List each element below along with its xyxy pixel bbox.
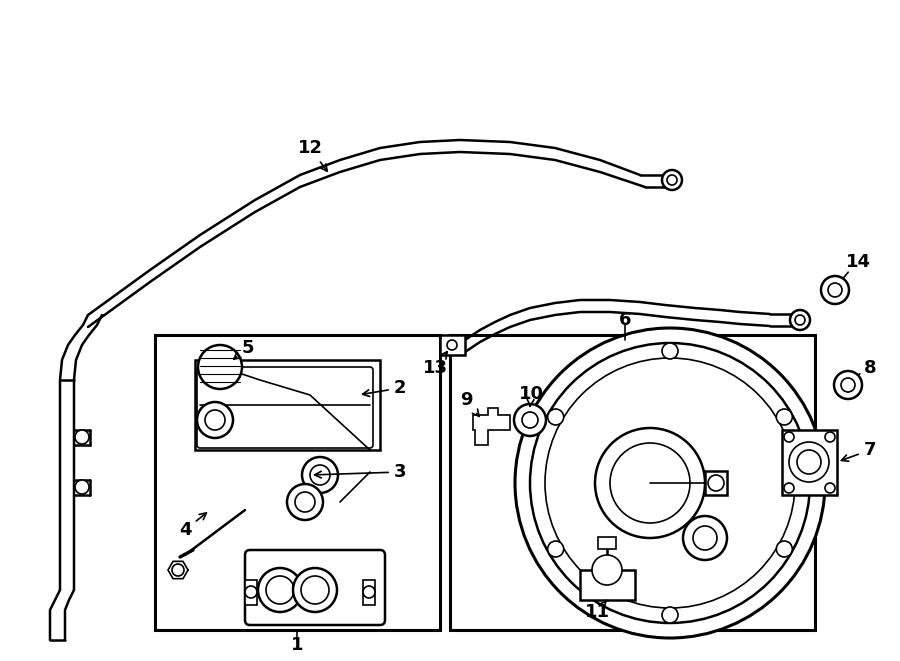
Circle shape <box>595 428 705 538</box>
Circle shape <box>828 283 842 297</box>
Circle shape <box>172 564 184 576</box>
Text: 13: 13 <box>422 352 447 377</box>
Circle shape <box>841 378 855 392</box>
Text: 3: 3 <box>315 463 406 481</box>
Circle shape <box>795 315 805 325</box>
Bar <box>195 360 380 450</box>
Circle shape <box>302 457 338 493</box>
Circle shape <box>515 328 825 638</box>
Circle shape <box>548 541 563 557</box>
Circle shape <box>790 310 810 330</box>
Circle shape <box>295 492 315 512</box>
Circle shape <box>75 430 89 444</box>
FancyBboxPatch shape <box>197 367 373 448</box>
Bar <box>598 537 616 549</box>
Circle shape <box>797 450 821 474</box>
Circle shape <box>784 432 794 442</box>
Circle shape <box>610 443 690 523</box>
Text: 11: 11 <box>584 600 609 621</box>
Text: 2: 2 <box>363 379 406 397</box>
Text: 8: 8 <box>864 359 877 377</box>
Text: 1: 1 <box>291 636 303 654</box>
Text: 4: 4 <box>179 513 206 539</box>
Circle shape <box>258 568 302 612</box>
Text: 7: 7 <box>842 441 877 461</box>
Circle shape <box>245 586 257 598</box>
Circle shape <box>825 483 835 493</box>
Bar <box>440 335 465 355</box>
Circle shape <box>205 410 225 430</box>
Circle shape <box>667 175 677 185</box>
Circle shape <box>545 358 795 608</box>
Text: 10: 10 <box>518 385 544 407</box>
Circle shape <box>530 343 810 623</box>
Bar <box>245 580 257 605</box>
Circle shape <box>522 412 538 428</box>
Bar <box>782 430 837 495</box>
Circle shape <box>301 576 329 604</box>
Circle shape <box>662 170 682 190</box>
Circle shape <box>293 568 337 612</box>
Circle shape <box>777 541 792 557</box>
Bar <box>155 335 440 630</box>
Circle shape <box>197 402 233 438</box>
Circle shape <box>198 345 242 389</box>
Bar <box>363 580 375 605</box>
FancyBboxPatch shape <box>245 550 385 625</box>
Circle shape <box>310 465 330 485</box>
Bar <box>580 570 635 600</box>
Circle shape <box>548 409 563 425</box>
Circle shape <box>662 343 678 359</box>
Text: 14: 14 <box>845 253 870 271</box>
Circle shape <box>592 555 622 585</box>
Text: 5: 5 <box>234 339 254 359</box>
Circle shape <box>447 340 457 350</box>
Circle shape <box>683 516 727 560</box>
Circle shape <box>514 404 546 436</box>
Circle shape <box>693 526 717 550</box>
Circle shape <box>784 483 794 493</box>
Circle shape <box>708 475 724 491</box>
Circle shape <box>834 371 862 399</box>
Text: 9: 9 <box>460 391 479 416</box>
Text: 12: 12 <box>298 139 328 171</box>
Circle shape <box>825 432 835 442</box>
Circle shape <box>363 586 375 598</box>
Circle shape <box>287 484 323 520</box>
Circle shape <box>266 576 294 604</box>
Circle shape <box>75 480 89 494</box>
Text: 6: 6 <box>619 311 631 329</box>
Circle shape <box>662 607 678 623</box>
Circle shape <box>821 276 849 304</box>
Bar <box>450 335 815 630</box>
Circle shape <box>777 409 792 425</box>
Circle shape <box>789 442 829 482</box>
Bar <box>705 471 727 495</box>
Polygon shape <box>473 408 510 445</box>
